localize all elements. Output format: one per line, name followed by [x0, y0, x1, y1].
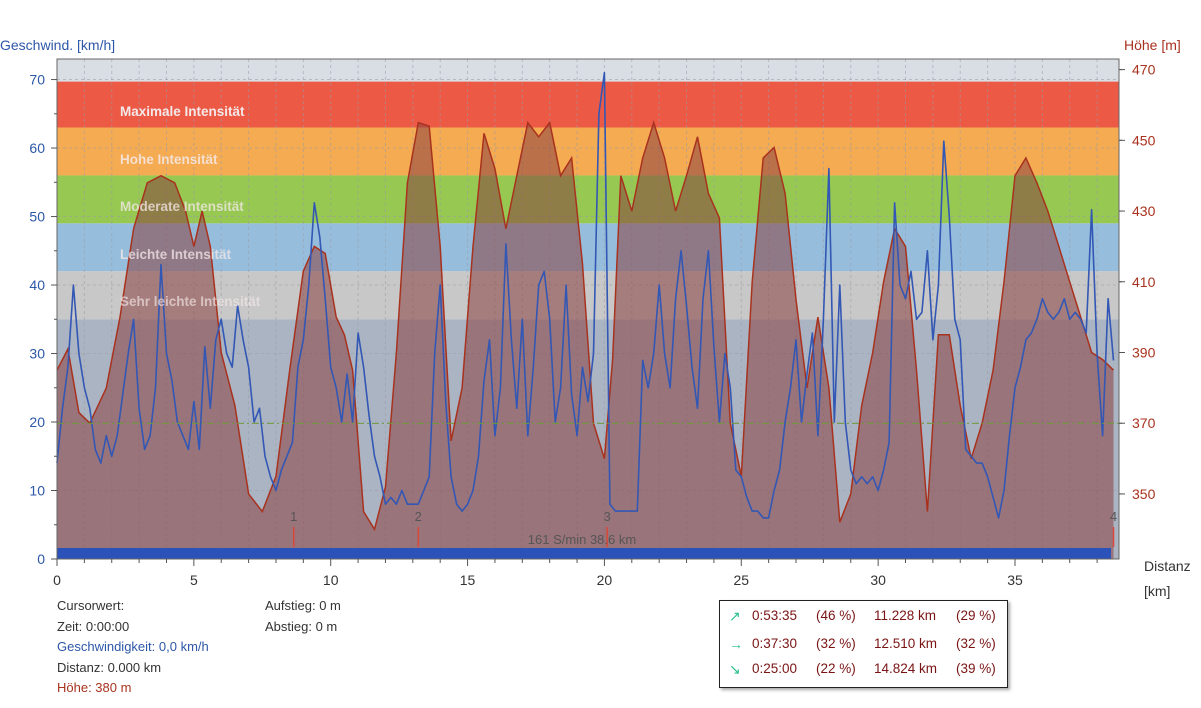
climb-info-panel: Aufstieg: 0 m Abstieg: 0 m: [265, 596, 341, 637]
cursor-speed: Geschwindigkeit: 0,0 km/h: [57, 639, 209, 654]
x-axis-tick-label: 35: [1007, 572, 1023, 588]
right-axis-tick-label: 430: [1132, 203, 1156, 219]
left-axis-tick-label: 20: [29, 414, 45, 430]
descent-value: Abstieg: 0 m: [265, 618, 338, 634]
x-axis-tick-label: 10: [323, 572, 339, 588]
left-axis-tick-label: 0: [37, 551, 45, 567]
cursor-info-panel: Cursorwert: Zeit: 0:00:00 Geschwindigkei…: [57, 596, 209, 699]
left-axis-tick-label: 70: [29, 72, 45, 88]
right-axis-tick-label: 450: [1132, 132, 1156, 148]
left-axis-tick-label: 10: [29, 483, 45, 499]
summary-time-pct: (46 %): [816, 608, 856, 623]
summary-distance: 12.510 km: [874, 636, 938, 651]
left-axis-title: Geschwind. [km/h]: [0, 37, 115, 53]
left-axis-tick-label: 30: [29, 346, 45, 362]
summary-time-pct: (32 %): [816, 636, 856, 651]
flat-arrow-icon: →: [729, 636, 743, 652]
x-axis-tick-label: 5: [190, 572, 198, 588]
zone-label-moderate: Moderate Intensität: [120, 199, 244, 214]
x-axis-tick-label: 15: [460, 572, 476, 588]
right-axis-tick-label: 470: [1132, 62, 1156, 78]
summary-distance-pct: (29 %): [956, 608, 996, 623]
zone-label-light: Leichte Intensität: [120, 247, 232, 262]
x-axis-title: Distanz: [1144, 558, 1191, 574]
zone-background-top: [57, 59, 1119, 82]
summary-distance: 14.824 km: [874, 661, 938, 676]
x-axis-tick-label: 20: [597, 572, 613, 588]
ascent-value: Aufstieg: 0 m: [265, 598, 341, 613]
plot-border: [56, 58, 1120, 560]
cursor-altitude: Höhe: 380 m: [57, 680, 132, 695]
lap-marker-label: 2: [415, 509, 422, 524]
left-axis-tick-label: 40: [29, 277, 45, 293]
uphill-arrow-icon: ↗: [729, 608, 741, 624]
gradient-summary-box: ↗ 0:53:35 (46 %) 11.228 km (29 %) → 0:37…: [719, 600, 1008, 688]
left-axis-tick-label: 50: [29, 209, 45, 225]
downhill-arrow-icon: ↘: [729, 661, 741, 677]
intensity-zone-band: [57, 127, 1119, 176]
x-axis-tick-label: 0: [53, 572, 61, 588]
x-axis-unit: [km]: [1144, 583, 1170, 599]
lap-marker-label: 3: [604, 509, 611, 524]
intensity-zone-band: [57, 81, 1119, 128]
right-axis-tick-label: 350: [1132, 486, 1156, 502]
altitude-area: [57, 122, 1114, 559]
summary-distance: 11.228 km: [874, 608, 937, 623]
left-axis-tick-label: 60: [29, 140, 45, 156]
right-axis-tick-label: 370: [1132, 415, 1156, 431]
intensity-zone-band: [57, 271, 1119, 320]
zone-label-very-light: Sehr leichte Intensität: [120, 294, 261, 309]
summary-time: 0:53:35: [752, 608, 798, 623]
summary-time-pct: (22 %): [816, 661, 856, 676]
lap-marker-label: 4: [1110, 509, 1117, 524]
time-range-bar: [57, 548, 1111, 559]
intensity-zone-band: [57, 223, 1119, 272]
right-axis-tick-label: 410: [1132, 274, 1156, 290]
altitude-line: [56, 120, 1115, 532]
summary-distance-pct: (32 %): [956, 636, 996, 651]
summary-distance-pct: (39 %): [956, 661, 996, 676]
x-axis-tick-label: 30: [870, 572, 886, 588]
speed-line: [56, 71, 1115, 519]
summary-time: 0:37:30: [752, 636, 798, 651]
zone-label-max: Maximale Intensität: [120, 104, 245, 119]
right-axis-tick-label: 390: [1132, 344, 1156, 360]
zone-label-high: Hohe Intensität: [120, 152, 218, 167]
cursor-distance: Distanz: 0.000 km: [57, 659, 162, 675]
lap-summary-label: 161 S/min 38.6 km: [528, 532, 636, 547]
cursor-time: Zeit: 0:00:00: [57, 618, 130, 634]
x-axis-tick-label: 25: [733, 572, 749, 588]
right-axis-title: Höhe [m]: [1124, 37, 1181, 53]
lap-marker-label: 1: [290, 509, 297, 524]
summary-time: 0:25:00: [752, 661, 798, 676]
cursor-title: Cursorwert:: [57, 598, 125, 613]
